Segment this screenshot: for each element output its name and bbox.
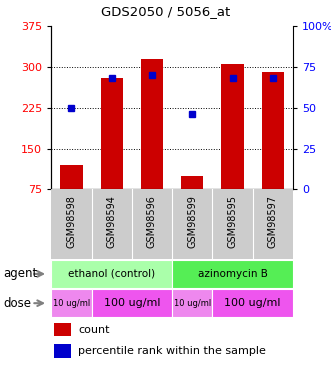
Text: GSM98597: GSM98597 [268,195,278,248]
Bar [101,78,123,189]
Text: GSM98599: GSM98599 [187,195,197,248]
Bar [141,59,163,189]
Bar [92,289,172,317]
Bar [54,344,71,358]
Text: GDS2050 / 5056_at: GDS2050 / 5056_at [101,5,230,18]
Bar [54,323,71,336]
Text: percentile rank within the sample: percentile rank within the sample [78,346,266,356]
Text: ethanol (control): ethanol (control) [68,269,155,279]
Bar [213,289,293,317]
Bar [60,165,82,189]
Text: 100 ug/ml: 100 ug/ml [224,298,281,308]
Text: dose: dose [3,297,31,310]
Text: GSM98596: GSM98596 [147,195,157,248]
Bar [181,176,203,189]
Bar [51,289,92,317]
Text: agent: agent [3,267,37,280]
Text: 100 ug/ml: 100 ug/ml [104,298,160,308]
Bar [172,289,213,317]
Text: azinomycin B: azinomycin B [198,269,267,279]
Bar [172,260,293,288]
Text: count: count [78,325,109,334]
Bar [51,260,172,288]
Text: GSM98595: GSM98595 [227,195,238,248]
Text: 10 ug/ml: 10 ug/ml [174,299,211,308]
Text: 10 ug/ml: 10 ug/ml [53,299,90,308]
Bar [262,72,284,189]
Text: GSM98594: GSM98594 [107,195,117,248]
Bar [221,64,244,189]
Text: GSM98598: GSM98598 [67,195,76,248]
